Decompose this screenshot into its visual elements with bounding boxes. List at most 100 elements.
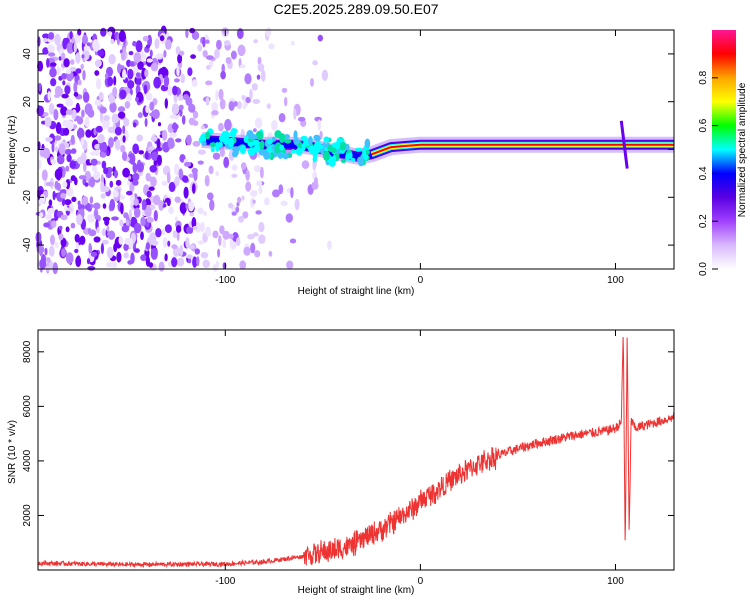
spectrogram-cell [159, 35, 165, 42]
spectrogram-cell [114, 139, 121, 151]
spectrogram-cell [56, 154, 65, 165]
spectrogram-cell [188, 244, 195, 250]
spectrogram-cell [236, 101, 242, 109]
spectrogram-cell [285, 213, 293, 223]
spectrogram-cell [128, 51, 134, 56]
trace-blob [249, 134, 258, 140]
spectrogram-cell [106, 149, 110, 157]
spectrogram-cell [150, 135, 158, 142]
spectrogram-cell [203, 211, 207, 217]
spectrogram-cell [231, 173, 238, 178]
spectrogram-cell [46, 265, 51, 271]
spectrogram-cell [200, 252, 209, 259]
trace-blob [340, 158, 347, 163]
spectrogram-cell [231, 164, 238, 171]
spectrogram-cell [107, 230, 116, 240]
spectrogram-cell [63, 127, 70, 136]
spectrogram-cell [92, 39, 100, 51]
spectrogram-cell [60, 237, 67, 248]
spectrogram-cell [197, 160, 204, 165]
colorbar-tick-label: 0.8 [698, 70, 709, 84]
spectrogram-cell [271, 119, 278, 131]
spectrogram-cell [44, 116, 52, 128]
spectrogram-cell [76, 255, 81, 267]
spectrogram-cell [61, 93, 69, 99]
spectrogram-cell [122, 167, 130, 178]
spectrogram-cell [185, 97, 193, 106]
spectrogram-cell [58, 225, 63, 231]
spectrogram-cell [100, 193, 106, 199]
spectrogram-cell [188, 117, 196, 126]
spectrogram-cell [211, 102, 219, 112]
spectrogram-cell [176, 257, 185, 267]
spectrogram-cell [118, 30, 126, 42]
spectrogram-cell [94, 59, 102, 68]
trace-blob [293, 130, 298, 140]
spectrogram-cell [214, 49, 220, 59]
spectrogram-cell [218, 122, 224, 132]
spectrogram-cell [187, 67, 193, 77]
trace-blob [252, 139, 260, 146]
spectrogram-cell [164, 253, 168, 262]
spectrogram-cell [243, 246, 251, 256]
spectrogram-cell [51, 142, 55, 153]
spectrogram-cell [260, 166, 264, 179]
spectrogram-cell [64, 199, 72, 206]
spectrogram-cell [47, 90, 51, 101]
spectrogram-cell [94, 149, 100, 156]
spectrogram-cell [171, 244, 178, 250]
spectrogram-cell [258, 185, 263, 195]
spectrogram-cell [205, 80, 213, 86]
spectrogram-cell [235, 206, 240, 213]
spectrogram-cell [122, 46, 126, 56]
spectrogram-cell [64, 205, 68, 212]
spectrogram-cell [321, 69, 329, 82]
spectrogram-cell [87, 215, 93, 223]
spectrogram-cell [221, 63, 225, 74]
spectrogram-cell [145, 105, 150, 113]
spectrogram-cell [157, 154, 162, 166]
spectrogram-cell [54, 241, 59, 248]
spectrogram-cell [155, 53, 163, 59]
y-tick-label: 0 [22, 146, 33, 152]
trace-blob [300, 135, 308, 141]
spectrogram-cell [254, 250, 261, 258]
y-tick-label: -40 [22, 237, 33, 252]
spectrogram-cell [208, 165, 214, 175]
spectrogram-cell [143, 84, 148, 95]
spectrogram-cell [176, 65, 180, 77]
spectrogram-cell [60, 214, 68, 221]
spectrogram-cell [255, 210, 262, 215]
spectrogram-cell [289, 238, 297, 244]
trace-core [371, 143, 674, 156]
spectrogram-cell [56, 87, 63, 97]
spectrogram-cell [272, 189, 280, 198]
spectrogram-cell [264, 197, 270, 206]
spectrogram-cell [106, 261, 114, 268]
spectrogram-cell [312, 60, 318, 66]
snr-x-ticks: -100 0 100 [215, 330, 624, 587]
spectrogram-cell [256, 180, 263, 187]
spectrogram-cell [216, 39, 222, 50]
spectrogram-cell [173, 78, 180, 83]
spectrogram-cell [186, 134, 192, 146]
spectrogram-cell [114, 126, 122, 136]
spectrogram-cell [39, 249, 43, 257]
spectrogram-cell [107, 76, 114, 87]
spectrogram-cell [76, 214, 83, 226]
spectrogram-cell [65, 142, 70, 149]
spectrogram-cell [141, 199, 147, 211]
trace-blob [283, 134, 290, 139]
trace-blob [239, 144, 246, 155]
trace-blob [215, 141, 220, 152]
spectrogram-cell [197, 149, 206, 155]
spectrogram-cell [86, 258, 91, 265]
spectrogram-cell [74, 233, 80, 243]
spectrogram-cell [254, 117, 263, 129]
spectrogram-cell [265, 27, 272, 38]
spectrogram-cell [54, 33, 61, 46]
spectrogram-cell [102, 203, 107, 209]
trace-blob [228, 137, 235, 148]
spectrogram-cell [65, 252, 74, 265]
spectrogram-cell [83, 91, 90, 103]
